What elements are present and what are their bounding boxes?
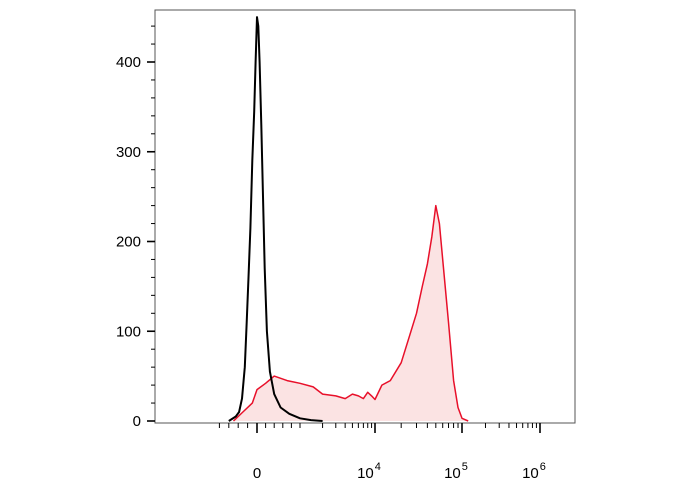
histogram-line-1 bbox=[228, 16, 323, 422]
histogram-line-2 bbox=[232, 204, 469, 422]
y-axis: 0 100 200 300 400 bbox=[116, 25, 155, 430]
y-tick-label: 0 bbox=[133, 413, 141, 430]
plot-frame bbox=[154, 9, 576, 424]
y-tick-label: 200 bbox=[116, 234, 141, 251]
x-tick-label: 104 bbox=[357, 461, 381, 482]
y-tick-label: 300 bbox=[116, 144, 141, 161]
histogram-area-2 bbox=[233, 205, 469, 421]
series-layer bbox=[228, 16, 469, 422]
x-tick-label: 0 bbox=[253, 465, 261, 482]
y-tick-label: 400 bbox=[116, 54, 141, 71]
x-axis: 0 104 105 106 bbox=[218, 423, 546, 482]
x-tick-label: 105 bbox=[444, 461, 468, 482]
x-tick-label: 106 bbox=[522, 461, 546, 482]
y-tick-label: 100 bbox=[116, 323, 141, 340]
